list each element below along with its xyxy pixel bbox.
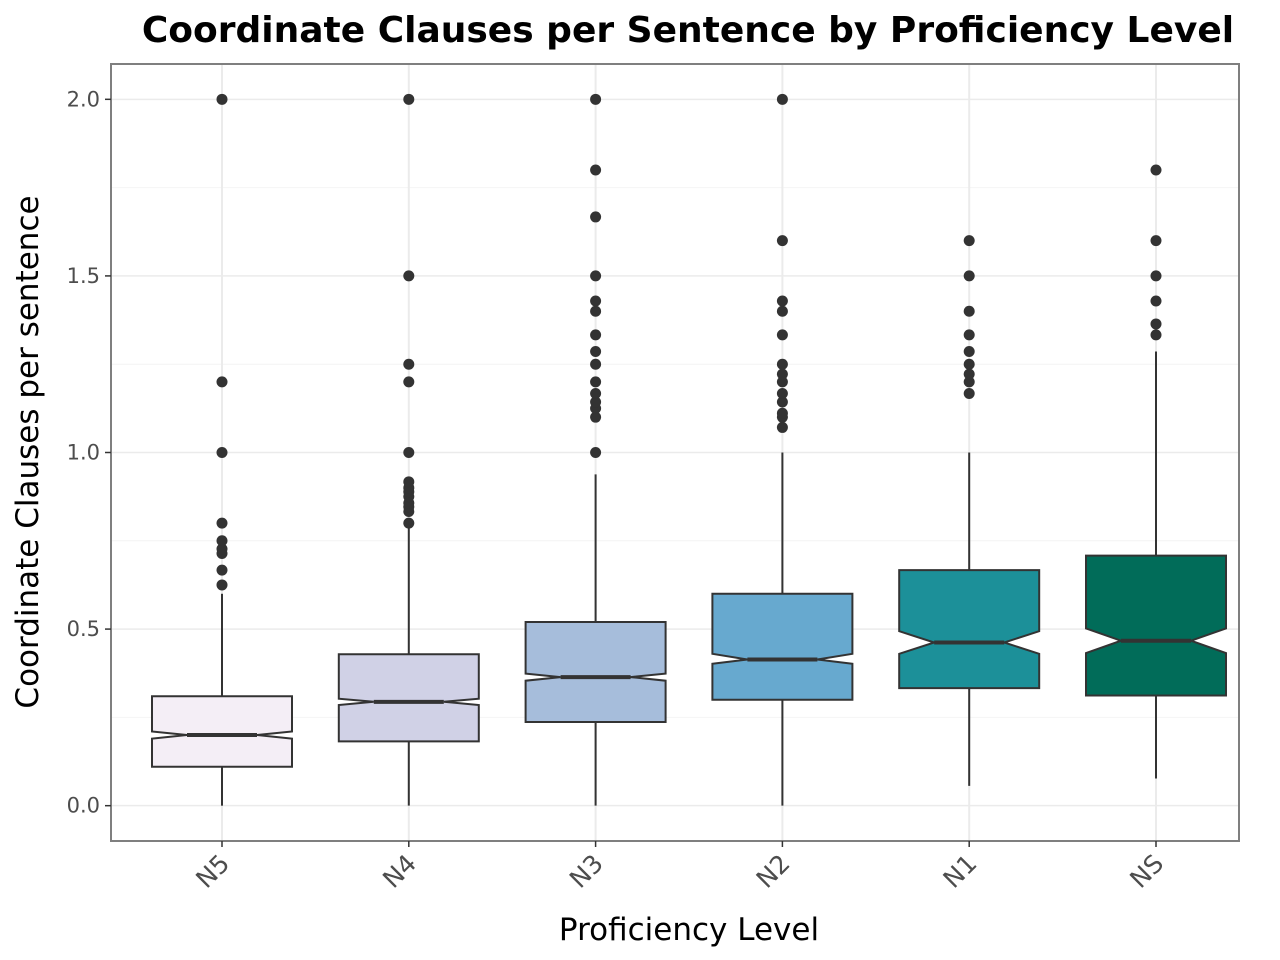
x-tick-label-n5: N5 — [190, 849, 235, 894]
y-axis-title: Coordinate Clauses per sentence — [10, 195, 46, 708]
outlier-point — [963, 376, 975, 388]
outlier-point — [403, 476, 415, 488]
x-tick-label-n4: N4 — [377, 849, 422, 894]
outlier-point — [776, 358, 788, 370]
outlier-point — [1150, 295, 1162, 307]
outlier-point — [216, 579, 228, 591]
outlier-point — [963, 235, 975, 247]
outlier-point — [216, 376, 228, 388]
x-axis: N5 N4 N3 N2 N1 NS — [190, 841, 1169, 894]
outlier-point — [963, 388, 975, 400]
y-axis: 0.0 0.5 1.0 1.5 2.0 — [67, 87, 111, 818]
outlier-point — [590, 93, 602, 105]
outlier-point — [590, 358, 602, 370]
box-n1 — [898, 235, 1041, 786]
outlier-point — [590, 211, 602, 223]
box-body — [337, 653, 480, 743]
outlier-point — [963, 345, 975, 357]
box-body — [524, 621, 667, 723]
outlier-point — [216, 447, 228, 458]
outlier-point — [403, 447, 415, 458]
outlier-point — [963, 305, 975, 317]
box-n3 — [524, 93, 667, 806]
box-n4 — [337, 93, 480, 806]
outlier-point — [776, 93, 788, 105]
outlier-point — [776, 396, 788, 408]
outlier-point — [590, 164, 602, 176]
x-tick-label-n3: N3 — [564, 849, 609, 894]
outlier-point — [590, 295, 602, 307]
outlier-point — [216, 543, 228, 555]
outlier-point — [963, 358, 975, 370]
outlier-point — [403, 517, 415, 529]
y-tick-label: 0.0 — [67, 794, 100, 818]
outlier-point — [590, 305, 602, 317]
outlier-point — [216, 93, 228, 105]
box-body — [711, 592, 854, 701]
outlier-point — [590, 345, 602, 357]
outlier-point — [590, 396, 602, 408]
y-tick-label: 1.0 — [67, 441, 100, 465]
outlier-point — [776, 305, 788, 317]
y-tick-label: 1.5 — [67, 264, 100, 288]
outlier-point — [776, 368, 788, 380]
outlier-point — [1150, 329, 1162, 341]
outlier-point — [776, 295, 788, 307]
x-tick-label-n1: N1 — [937, 849, 982, 894]
outlier-point — [776, 329, 788, 341]
y-tick-label: 2.0 — [67, 87, 100, 111]
x-tick-label-n2: N2 — [751, 849, 796, 894]
box-n5 — [151, 93, 293, 806]
x-axis-title: Proficiency Level — [559, 912, 819, 948]
outlier-point — [776, 388, 788, 400]
outlier-point — [590, 388, 602, 400]
outlier-point — [403, 376, 415, 388]
outlier-point — [216, 535, 228, 547]
chart-title: Coordinate Clauses per Sentence by Profi… — [142, 10, 1234, 51]
plot-area — [151, 93, 1227, 806]
box-body — [898, 569, 1041, 690]
outlier-point — [963, 368, 975, 380]
box-body — [151, 695, 293, 768]
outlier-point — [776, 407, 788, 419]
box-n2 — [711, 93, 854, 806]
outlier-point — [590, 376, 602, 388]
outlier-point — [590, 411, 602, 423]
outlier-point — [776, 421, 788, 433]
outlier-point — [590, 329, 602, 341]
outlier-point — [1150, 164, 1162, 176]
outlier-point — [216, 564, 228, 576]
box-body — [1085, 554, 1227, 697]
outlier-point — [403, 93, 415, 105]
outlier-point — [963, 329, 975, 341]
outlier-point — [1150, 318, 1162, 330]
outlier-point — [403, 270, 415, 282]
outlier-point — [590, 447, 602, 458]
y-tick-label: 0.5 — [67, 617, 100, 641]
outlier-point — [403, 358, 415, 370]
outlier-point — [590, 270, 602, 282]
outlier-point — [776, 235, 788, 247]
outlier-point — [1150, 235, 1162, 247]
x-tick-label-ns: NS — [1124, 849, 1169, 894]
outlier-point — [776, 376, 788, 388]
outlier-point — [1150, 270, 1162, 282]
box-ns — [1085, 164, 1227, 779]
outlier-point — [963, 270, 975, 282]
outlier-point — [216, 517, 228, 529]
